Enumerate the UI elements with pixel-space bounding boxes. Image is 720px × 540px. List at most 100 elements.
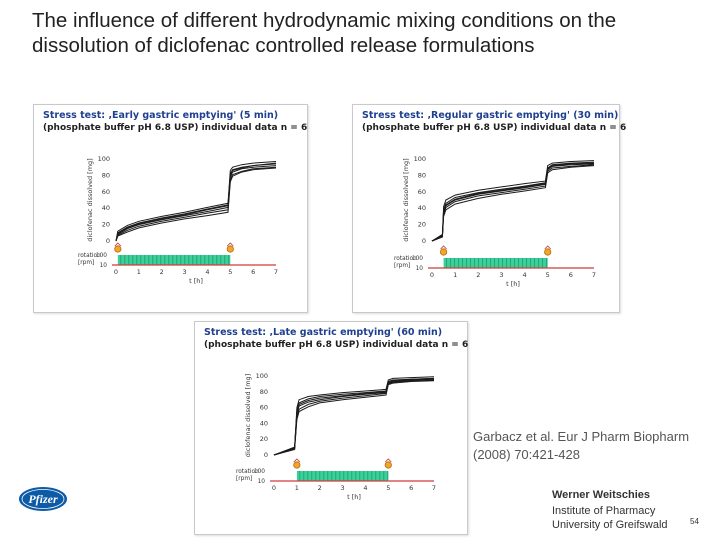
institute: Institute of Pharmacy University of Grei… [552, 504, 668, 532]
x-tick-label: 3 [499, 271, 503, 279]
series-line-1 [431, 160, 595, 242]
x-tick-label: 7 [432, 484, 436, 492]
y-tick-label: 100 [98, 155, 110, 163]
rotation-label: rotation [394, 256, 417, 262]
x-tick-label: 1 [137, 268, 141, 276]
x-tick-label: 5 [386, 484, 390, 492]
x-tick-label: 4 [205, 268, 209, 276]
y-tick-label: 40 [260, 419, 268, 427]
y-axis-label: diclofenac dissolved [mg] [402, 158, 410, 241]
rotation-tick-label: 100 [96, 253, 107, 259]
stress-event-marker [544, 248, 552, 256]
stress-event-marker [227, 242, 234, 247]
y-axis-label: diclofenac dissolved [mg] [244, 374, 252, 457]
x-tick-label: 2 [160, 268, 164, 276]
chart-panel-early: Stress test: ‚Early gastric emptying' (5… [33, 104, 308, 313]
series-line-1 [273, 376, 435, 456]
x-tick-label: 4 [523, 271, 527, 279]
x-tick-label: 0 [272, 484, 276, 492]
y-tick-label: 60 [260, 404, 268, 412]
slide-title: The influence of different hydrodynamic … [32, 9, 617, 57]
x-tick-label: 0 [430, 271, 434, 279]
series-line-2 [431, 161, 595, 242]
y-tick-label: 60 [418, 188, 426, 196]
y-tick-label: 20 [418, 221, 426, 229]
x-tick-label: 4 [363, 484, 367, 492]
panel-subtitle: (phosphate buffer pH 6.8 USP) individual… [362, 123, 627, 133]
page-number: 54 [690, 517, 699, 526]
stress-event-marker [440, 245, 447, 250]
chart-svg: diclofenac dissolved [mg] 020406080100rot… [394, 155, 596, 288]
y-tick-label: 40 [418, 204, 426, 212]
rotation-bar [443, 258, 548, 268]
series-line-4 [115, 166, 277, 242]
y-tick-label: 20 [102, 221, 110, 229]
series-line-2 [115, 162, 277, 242]
panel-title: Stress test: ‚Early gastric emptying' (5… [43, 110, 279, 121]
citation-line-2: (2008) 70:421-428 [473, 447, 580, 462]
y-tick-label: 60 [102, 188, 110, 196]
citation: Garbacz et al. Eur J Pharm Biopharm (200… [473, 428, 689, 464]
series-line-1 [115, 161, 277, 242]
stress-event-marker [544, 245, 551, 250]
x-tick-label: 3 [341, 484, 345, 492]
series-line-5 [115, 167, 277, 242]
x-tick-label: 7 [592, 271, 596, 279]
x-tick-label: 2 [476, 271, 480, 279]
y-tick-label: 0 [264, 451, 268, 459]
series-line-3 [431, 163, 595, 242]
y-tick-label: 20 [260, 435, 268, 443]
x-axis-label: t [h] [189, 277, 203, 285]
citation-line-1: Garbacz et al. Eur J Pharm Biopharm [473, 429, 690, 444]
y-tick-label: 100 [256, 372, 268, 380]
panel-subtitle: (phosphate buffer pH 6.8 USP) individual… [43, 123, 308, 133]
chart-svg: diclofenac dissolved [mg] 020406080100rot… [78, 155, 278, 285]
y-tick-label: 0 [106, 237, 110, 245]
series-line-3 [115, 165, 277, 242]
rotation-unit: [rpm] [236, 476, 252, 482]
rotation-unit: [rpm] [78, 260, 94, 266]
chart-panel-regular: Stress test: ‚Regular gastric emptying' … [352, 104, 626, 313]
x-tick-label: 1 [295, 484, 299, 492]
stress-event-marker [385, 458, 392, 463]
x-tick-label: 6 [251, 268, 255, 276]
y-tick-label: 0 [422, 237, 426, 245]
y-tick-label: 80 [260, 388, 268, 396]
chart-panel-late: Stress test: ‚Late gastric emptying' (60… [194, 321, 468, 535]
stress-event-marker [114, 245, 122, 253]
rotation-tick-label: 10 [100, 263, 108, 269]
x-tick-label: 5 [546, 271, 550, 279]
panel-title: Stress test: ‚Regular gastric emptying' … [362, 110, 619, 121]
x-tick-label: 5 [228, 268, 232, 276]
x-tick-label: 7 [274, 268, 278, 276]
series-line-6 [431, 162, 595, 242]
x-tick-label: 6 [409, 484, 413, 492]
series-line-6 [115, 163, 277, 242]
institute-line-2: University of Greifswald [552, 519, 668, 531]
panel-subtitle: (phosphate buffer pH 6.8 USP) individual… [204, 340, 469, 350]
stress-event-marker [384, 461, 392, 469]
x-tick-label: 2 [318, 484, 322, 492]
x-tick-label: 3 [183, 268, 187, 276]
pfizer-logo: Pfizer [19, 487, 67, 511]
panel-title: Stress test: ‚Late gastric emptying' (60… [204, 327, 443, 338]
y-tick-label: 40 [102, 204, 110, 212]
y-tick-label: 100 [414, 155, 426, 163]
author-name: Werner Weitschies [552, 489, 651, 501]
stress-event-marker [293, 461, 301, 469]
series-line-5 [431, 165, 595, 242]
rotation-bar [296, 471, 389, 481]
rotation-bar [117, 255, 231, 265]
series-line-6 [273, 377, 435, 456]
stress-event-marker [293, 458, 301, 463]
rotation-label: rotation [78, 253, 101, 259]
institute-line-1: Institute of Pharmacy [552, 505, 656, 517]
rotation-unit: [rpm] [394, 263, 410, 269]
series-line-4 [431, 164, 595, 242]
x-tick-label: 6 [569, 271, 573, 279]
stress-event-marker [226, 245, 234, 253]
logo-text: Pfizer [28, 492, 58, 506]
x-tick-label: 0 [114, 268, 118, 276]
x-tick-label: 1 [453, 271, 457, 279]
rotation-tick-label: 10 [258, 479, 266, 485]
